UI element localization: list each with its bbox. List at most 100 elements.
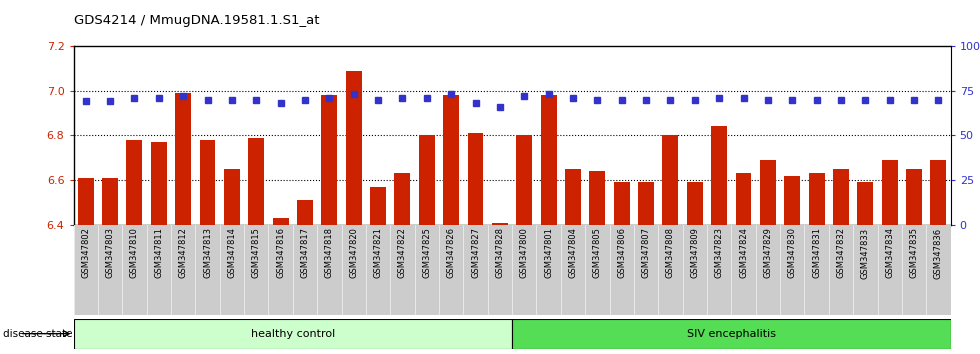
- Bar: [488, 225, 512, 315]
- Bar: [341, 225, 366, 315]
- Bar: [297, 200, 313, 225]
- Text: healthy control: healthy control: [251, 329, 335, 339]
- Bar: [902, 225, 926, 315]
- Bar: [467, 133, 483, 225]
- Text: GSM347828: GSM347828: [495, 228, 505, 279]
- Text: GSM347808: GSM347808: [666, 228, 675, 279]
- Text: GSM347820: GSM347820: [349, 228, 358, 278]
- Text: GSM347813: GSM347813: [203, 228, 212, 279]
- Text: GSM347829: GSM347829: [763, 228, 772, 278]
- Bar: [833, 169, 849, 225]
- Bar: [877, 225, 902, 315]
- Bar: [854, 225, 877, 315]
- Text: GSM347814: GSM347814: [227, 228, 236, 278]
- Bar: [122, 225, 147, 315]
- Text: GSM347826: GSM347826: [447, 228, 456, 279]
- Bar: [634, 225, 659, 315]
- Bar: [930, 160, 947, 225]
- Text: GSM347801: GSM347801: [544, 228, 553, 278]
- Bar: [906, 169, 922, 225]
- Bar: [418, 135, 435, 225]
- Bar: [882, 160, 898, 225]
- Bar: [711, 126, 727, 225]
- Bar: [687, 182, 703, 225]
- Bar: [610, 225, 634, 315]
- Bar: [516, 135, 532, 225]
- Text: GSM347827: GSM347827: [471, 228, 480, 279]
- Text: GSM347834: GSM347834: [885, 228, 894, 279]
- Bar: [390, 225, 415, 315]
- Bar: [195, 225, 220, 315]
- Bar: [589, 171, 606, 225]
- Text: GSM347805: GSM347805: [593, 228, 602, 278]
- Bar: [293, 225, 318, 315]
- Bar: [829, 225, 854, 315]
- Text: SIV encephalitis: SIV encephalitis: [687, 329, 776, 339]
- Bar: [74, 319, 512, 349]
- Bar: [613, 182, 629, 225]
- Text: GSM347802: GSM347802: [81, 228, 90, 278]
- Bar: [220, 225, 244, 315]
- Bar: [175, 93, 191, 225]
- Text: GSM347818: GSM347818: [324, 228, 334, 279]
- Bar: [269, 225, 293, 315]
- Bar: [541, 95, 557, 225]
- Bar: [512, 319, 951, 349]
- Bar: [512, 225, 536, 315]
- Text: GSM347833: GSM347833: [860, 228, 870, 279]
- Text: GSM347811: GSM347811: [154, 228, 164, 278]
- Bar: [224, 169, 240, 225]
- Bar: [756, 225, 780, 315]
- Bar: [561, 225, 585, 315]
- Bar: [77, 178, 94, 225]
- Bar: [126, 140, 142, 225]
- Bar: [464, 225, 488, 315]
- Bar: [244, 225, 269, 315]
- Bar: [171, 225, 195, 315]
- Text: GSM347835: GSM347835: [909, 228, 918, 279]
- Bar: [346, 70, 362, 225]
- Bar: [370, 187, 386, 225]
- Text: GSM347812: GSM347812: [178, 228, 187, 278]
- Text: GSM347810: GSM347810: [130, 228, 139, 278]
- Bar: [731, 225, 756, 315]
- Bar: [585, 225, 610, 315]
- Text: GDS4214 / MmugDNA.19581.1.S1_at: GDS4214 / MmugDNA.19581.1.S1_at: [74, 14, 319, 27]
- Text: GSM347817: GSM347817: [301, 228, 310, 279]
- Bar: [147, 225, 171, 315]
- Bar: [102, 178, 118, 225]
- Bar: [321, 95, 337, 225]
- Bar: [707, 225, 731, 315]
- Bar: [659, 225, 683, 315]
- Text: GSM347836: GSM347836: [934, 228, 943, 279]
- Bar: [98, 225, 122, 315]
- Bar: [318, 225, 341, 315]
- Bar: [736, 173, 752, 225]
- Text: GSM347822: GSM347822: [398, 228, 407, 278]
- Bar: [780, 225, 805, 315]
- Text: GSM347825: GSM347825: [422, 228, 431, 278]
- Bar: [565, 169, 581, 225]
- Bar: [536, 225, 561, 315]
- Bar: [760, 160, 776, 225]
- Bar: [858, 182, 873, 225]
- Text: GSM347830: GSM347830: [788, 228, 797, 279]
- Bar: [366, 225, 390, 315]
- Bar: [492, 223, 508, 225]
- Text: GSM347821: GSM347821: [373, 228, 382, 278]
- Text: GSM347804: GSM347804: [568, 228, 577, 278]
- Bar: [395, 173, 411, 225]
- Text: GSM347831: GSM347831: [812, 228, 821, 279]
- Text: GSM347806: GSM347806: [617, 228, 626, 279]
- Bar: [808, 173, 824, 225]
- Bar: [662, 135, 678, 225]
- Text: GSM347824: GSM347824: [739, 228, 748, 278]
- Text: GSM347803: GSM347803: [106, 228, 115, 279]
- Bar: [272, 218, 288, 225]
- Bar: [415, 225, 439, 315]
- Text: GSM347816: GSM347816: [276, 228, 285, 279]
- Bar: [439, 225, 464, 315]
- Bar: [926, 225, 951, 315]
- Text: disease state: disease state: [3, 329, 73, 339]
- Bar: [248, 138, 265, 225]
